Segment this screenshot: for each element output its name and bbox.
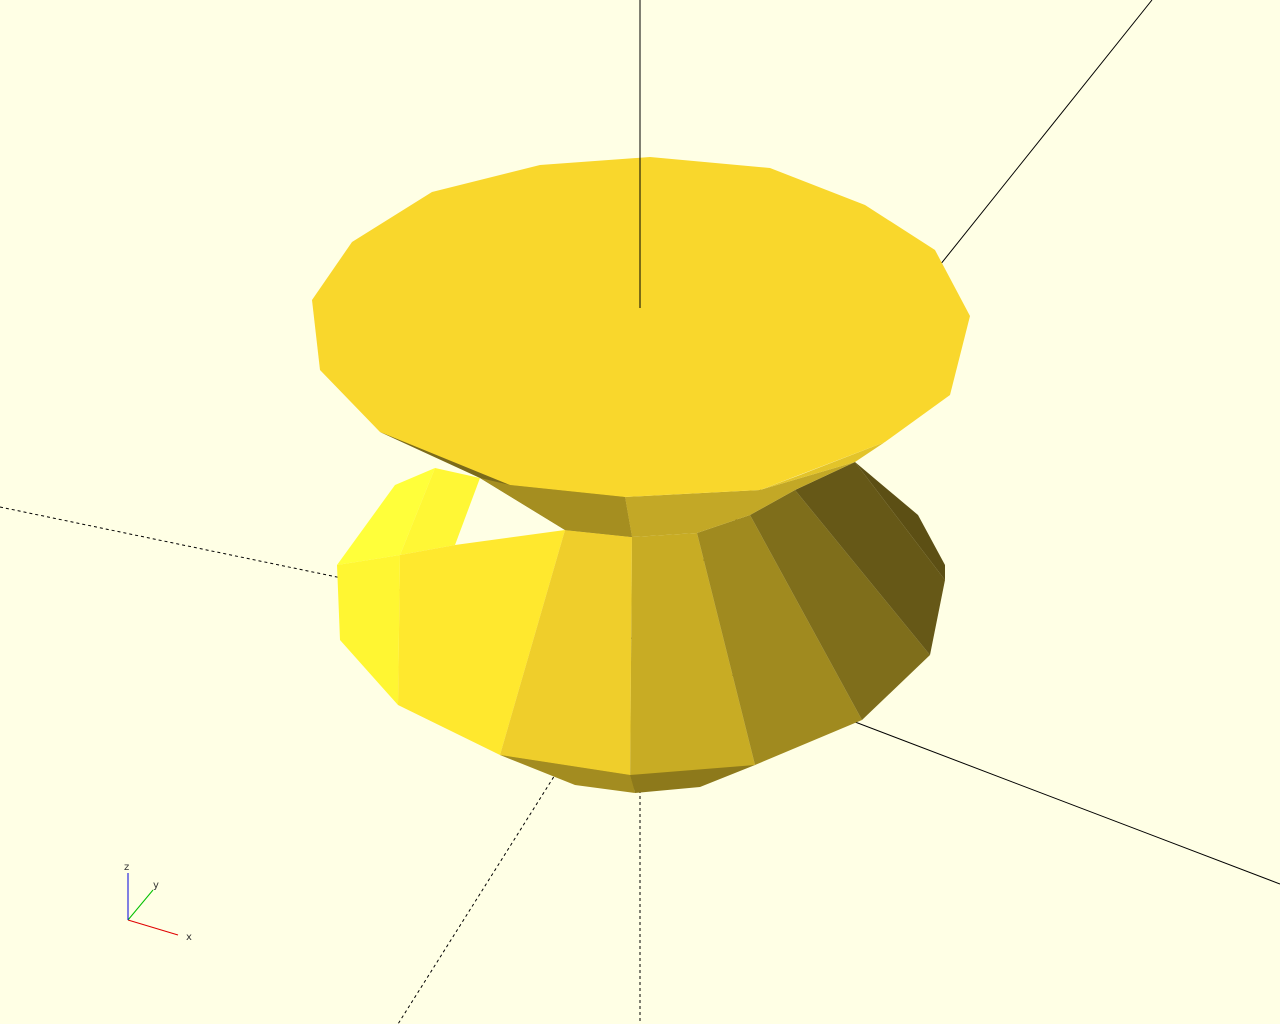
axis-indicator: x y z xyxy=(124,862,192,943)
model-face xyxy=(500,755,635,793)
axis-indicator-x xyxy=(127,919,179,936)
model-face xyxy=(400,468,480,555)
model-face xyxy=(795,462,945,655)
axis-indicator-z-label: z xyxy=(124,862,129,873)
axis-indicator-x-label: x xyxy=(186,932,192,943)
model-face xyxy=(625,462,855,537)
model-top-face xyxy=(312,157,970,497)
rendered-model xyxy=(312,157,970,793)
model-face xyxy=(337,468,435,565)
model-face xyxy=(855,462,945,580)
model-face xyxy=(697,515,862,765)
model-face xyxy=(398,530,565,755)
y-axis-negative xyxy=(397,639,641,1024)
model-face xyxy=(750,490,930,720)
model-face xyxy=(630,765,755,793)
model-face xyxy=(480,478,632,537)
x-axis-negative xyxy=(0,506,641,641)
model-face xyxy=(630,533,755,790)
model-face xyxy=(500,530,632,790)
model-face xyxy=(337,555,400,705)
axis-indicator-y-label: y xyxy=(153,880,159,891)
axis-indicator-y xyxy=(127,889,154,921)
